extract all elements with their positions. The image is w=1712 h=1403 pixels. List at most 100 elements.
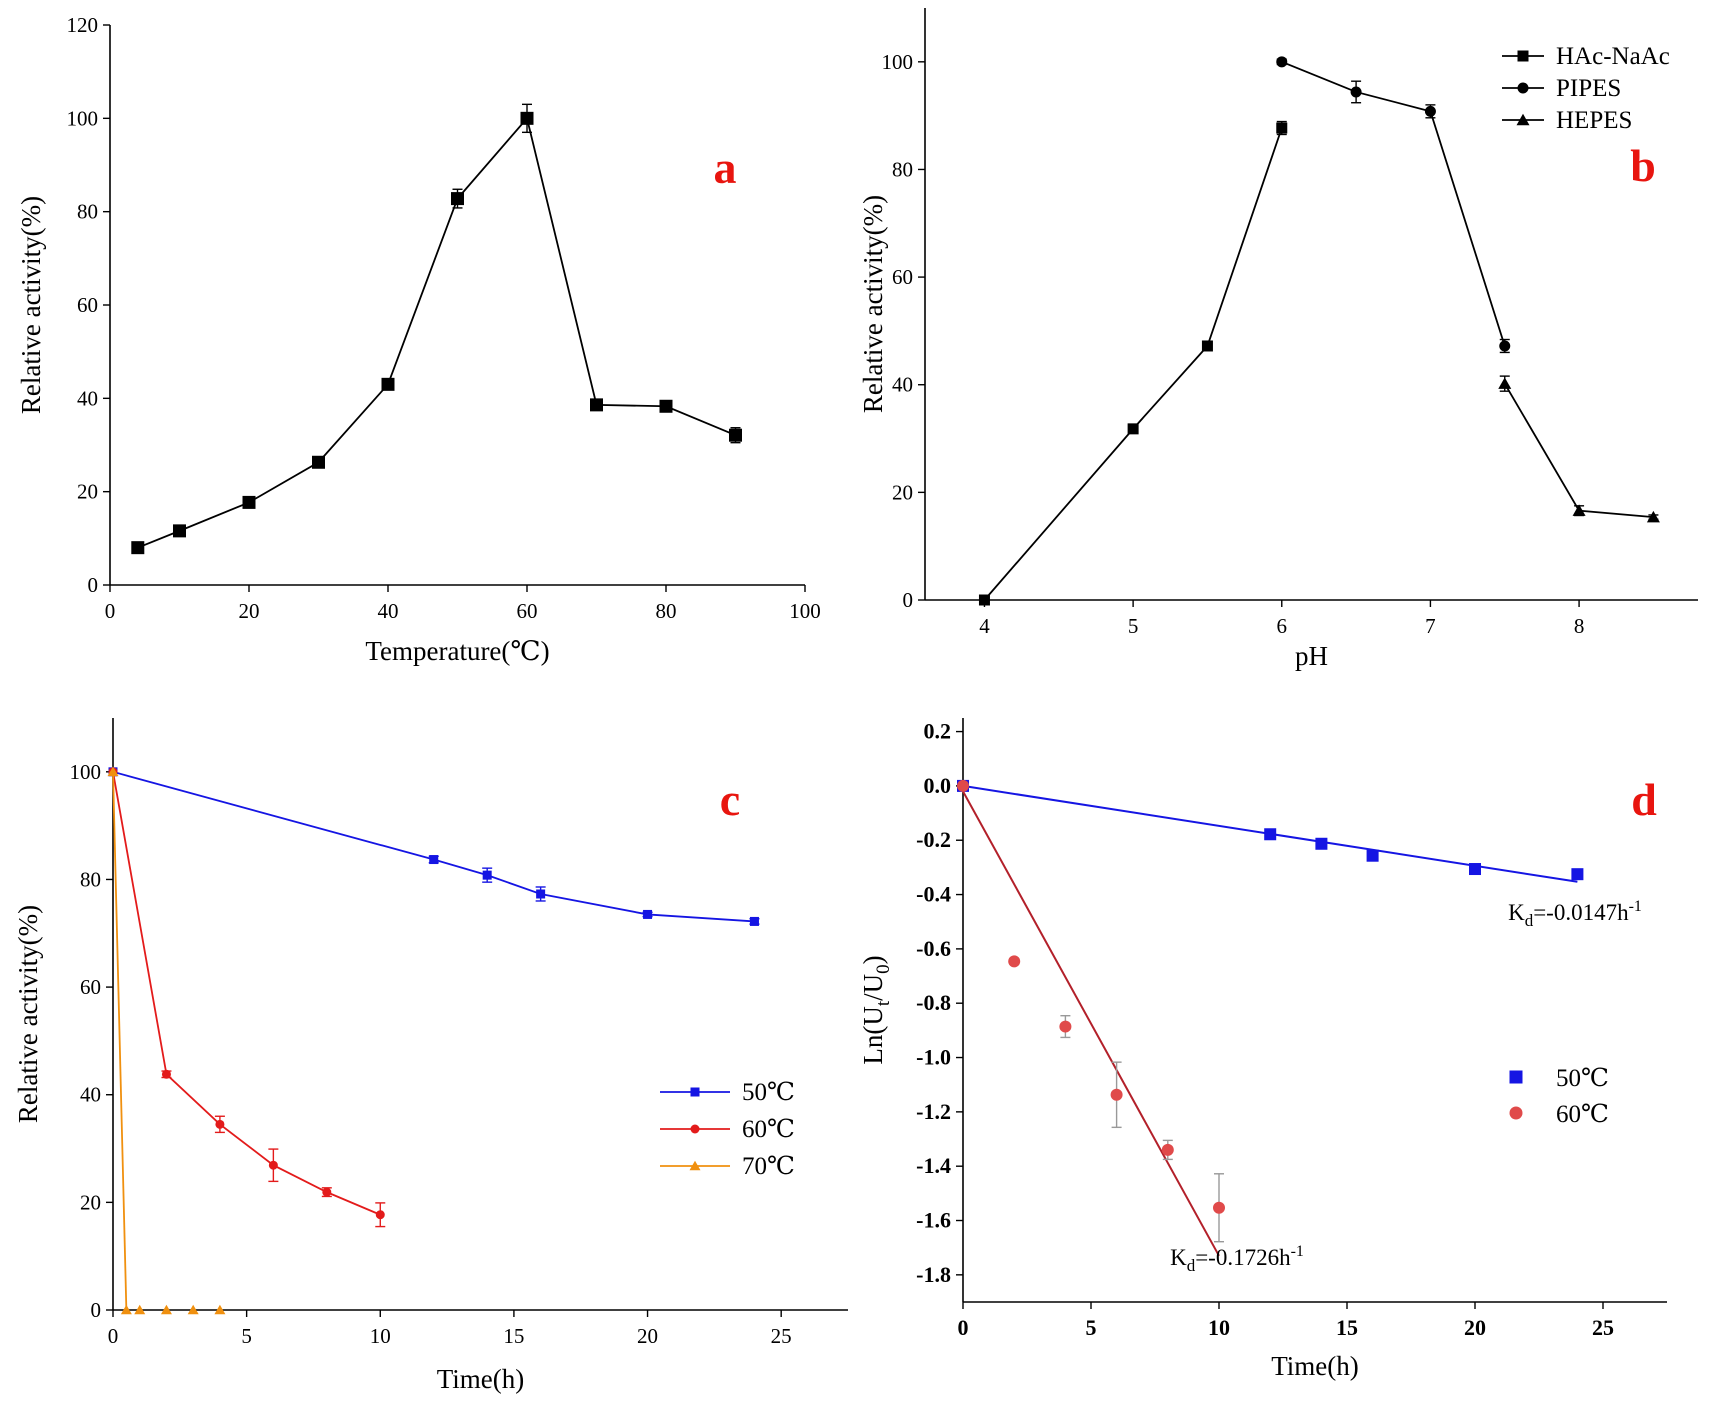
data-point	[215, 1119, 225, 1129]
data-point	[978, 594, 990, 606]
chart-panel-a: 0 20 40 60 80 100 0 20 40 60 80 100 120 Temperature(℃…	[16, 13, 821, 666]
x-tick-label: 4	[979, 614, 990, 638]
kd-annotation-part: =-0.1726h	[1195, 1245, 1291, 1270]
y-tick-label: 60	[80, 975, 101, 999]
x-tick-label: 7	[1425, 614, 1436, 638]
panel-label: c	[720, 774, 740, 825]
data-point	[1201, 340, 1213, 352]
series-3	[107, 766, 226, 1315]
y-tick-label: 80	[80, 867, 101, 891]
series-line	[112, 771, 381, 1216]
data-point	[520, 111, 534, 125]
kd-annotation-part: =-0.0147h	[1533, 900, 1629, 925]
chart-panel-d: 0 5 10 15 20 25 0.2 0.0 -0.2 -0.4 -0.6 -0.8 -1.0 -1.2…	[858, 718, 1667, 1381]
legend-label: HEPES	[1556, 107, 1632, 134]
x-axis-label: Time(h)	[1271, 1351, 1359, 1381]
series-line	[112, 770, 755, 923]
legend-marker	[1509, 1106, 1523, 1120]
y-axis-label-part: /U	[858, 974, 888, 1001]
y-tick-label: -1.8	[916, 1262, 951, 1287]
data-point	[1213, 1201, 1225, 1214]
data-point	[107, 766, 119, 777]
data-point	[131, 541, 145, 555]
series-line	[983, 127, 1283, 601]
y-tick-label: 40	[80, 1083, 101, 1107]
y-tick-label: 40	[77, 386, 98, 410]
x-tick-label: 25	[1592, 1315, 1614, 1340]
y-axis-label-part: t	[873, 1000, 894, 1006]
x-tick-label: 10	[1208, 1315, 1230, 1340]
legend-marker	[689, 1160, 701, 1171]
data-point	[120, 1304, 132, 1315]
x-tick-label: 15	[1336, 1315, 1358, 1340]
kd-annotation: Kd=-0.0147h-1	[1508, 898, 1642, 930]
series-1	[108, 767, 760, 926]
y-tick-label: 20	[80, 1190, 101, 1214]
data-point	[749, 916, 759, 926]
data-point	[381, 377, 395, 391]
data-point	[134, 1304, 146, 1315]
x-tick-label: 5	[1086, 1315, 1097, 1340]
kd-annotation-part: K	[1170, 1245, 1187, 1270]
y-tick-label: 0	[91, 1298, 102, 1322]
y-axis-label: Relative activity(%)	[858, 195, 888, 413]
data-point	[1571, 868, 1584, 881]
panel-label: b	[1630, 140, 1656, 191]
x-tick-label: 5	[1128, 614, 1139, 638]
legend-label: 60℃	[742, 1116, 795, 1143]
data-point	[1264, 828, 1277, 841]
x-tick-label: 40	[378, 599, 399, 623]
data-point	[1161, 1143, 1174, 1156]
data-point	[643, 909, 653, 919]
data-point	[160, 1304, 172, 1315]
y-tick-label: -0.2	[916, 827, 951, 852]
y-axis-label-part: Ln(U	[858, 1006, 888, 1064]
legend-label: 50℃	[1556, 1065, 1609, 1092]
data-point	[1469, 863, 1481, 876]
y-tick-label: -0.6	[916, 936, 951, 961]
series-line	[1281, 60, 1506, 347]
data-point	[1572, 504, 1586, 516]
y-tick-label: 80	[77, 200, 98, 224]
series-line	[1503, 383, 1654, 519]
y-axis-label: Relative activity(%)	[16, 196, 46, 414]
legend-label: 50℃	[742, 1079, 795, 1106]
legend-label: 60℃	[1556, 1101, 1609, 1128]
y-tick-label: -1.6	[916, 1208, 951, 1233]
y-tick-label: 40	[892, 373, 913, 397]
x-tick-label: 0	[108, 1324, 119, 1348]
data-point	[242, 495, 256, 509]
y-tick-label: 120	[67, 13, 99, 37]
x-tick-label: 20	[637, 1324, 658, 1348]
series-1	[978, 120, 1288, 606]
y-tick-label: 60	[892, 265, 913, 289]
kd-annotation: Kd=-0.1726h-1	[1170, 1243, 1304, 1275]
data-point	[729, 428, 742, 442]
legend-label: PIPES	[1556, 75, 1621, 102]
legend: HAc-NaAc PIPES HEPES	[1502, 43, 1670, 134]
y-tick-label: -1.0	[916, 1045, 951, 1070]
series-3	[1498, 375, 1660, 523]
panel-label: a	[714, 142, 737, 193]
fit-line	[962, 790, 1220, 1257]
legend-marker	[1509, 1070, 1523, 1084]
y-tick-label: 0	[88, 573, 99, 597]
data-point	[1350, 86, 1362, 98]
series-1	[131, 103, 742, 555]
chart-panel-c: 0 5 10 15 20 25 0 20 40 60 80 100 Time(h) Relative ac…	[13, 718, 848, 1394]
legend-marker	[690, 1124, 700, 1134]
y-tick-label: -1.2	[916, 1099, 951, 1124]
data-point	[659, 399, 673, 413]
series-2	[108, 767, 386, 1228]
data-point	[957, 779, 969, 792]
x-tick-label: 15	[503, 1324, 524, 1348]
y-tick-label: -1.4	[916, 1153, 951, 1178]
panel-label: d	[1631, 774, 1657, 825]
data-point	[312, 455, 325, 469]
y-tick-label: 100	[882, 50, 914, 74]
series-line	[112, 771, 128, 1311]
legend-label: 70℃	[742, 1153, 795, 1180]
series-line	[137, 116, 736, 549]
